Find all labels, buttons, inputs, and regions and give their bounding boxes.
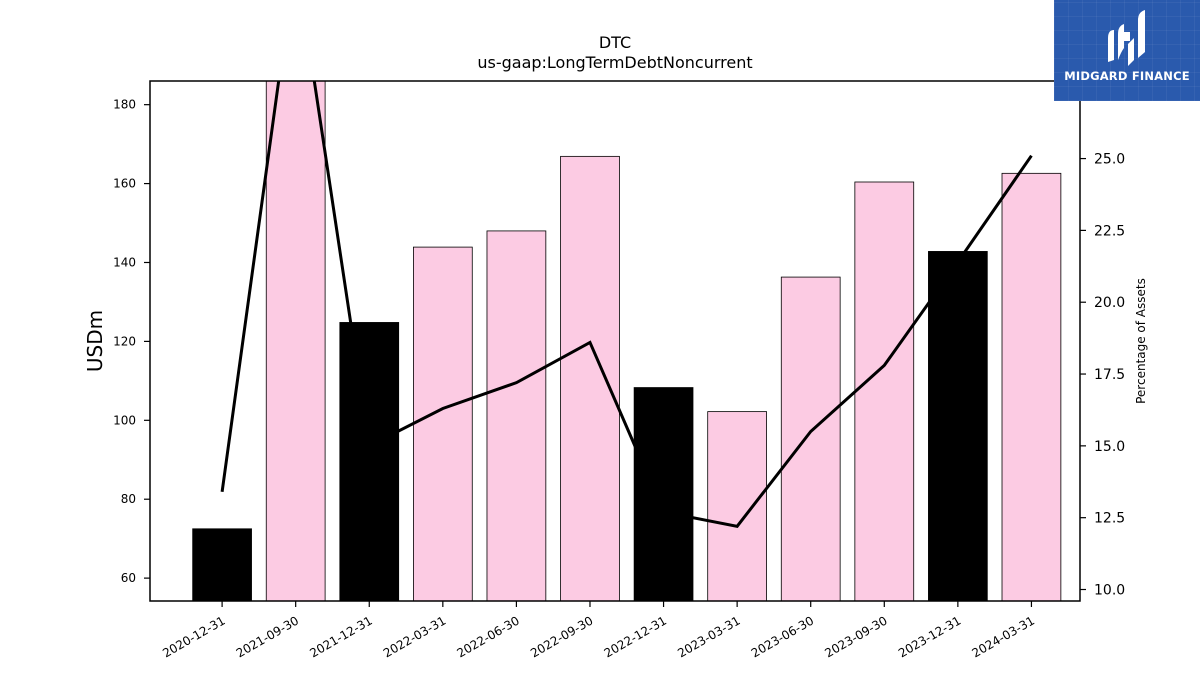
y2-tick-label: 22.5 <box>1094 223 1125 239</box>
x-tick-label: 2022-06-30 <box>455 613 522 660</box>
y-axis: 60 80 100 120 140 160 180 <box>113 98 150 585</box>
y2-tick-label: 25.0 <box>1094 152 1125 168</box>
y-tick-label: 120 <box>113 334 136 348</box>
logo-text: MIDGARD FINANCE <box>1064 69 1190 83</box>
x-tick-label: 2023-06-30 <box>749 613 816 660</box>
bar-2021-09-30 <box>265 81 326 601</box>
bar-series <box>192 81 1062 601</box>
x-axis: 2020-12-31 2021-09-30 2021-12-31 2022-03-31… <box>160 601 1037 660</box>
bar-2023-06-30 <box>780 276 841 601</box>
y-tick-label: 160 <box>113 177 136 191</box>
bar-2023-12-31 <box>928 251 988 601</box>
x-tick-label: 2023-12-31 <box>896 613 963 660</box>
x-tick-label: 2022-09-30 <box>528 613 595 660</box>
bar-2022-03-31 <box>413 246 473 601</box>
chart-title: DTC <box>599 33 631 52</box>
bar-2022-06-30 <box>486 230 547 601</box>
y2-axis-label: Percentage of Assets <box>1134 278 1148 404</box>
bar-2022-09-30 <box>560 155 620 601</box>
bar-2023-09-30 <box>854 181 915 601</box>
x-tick-label: 2022-12-31 <box>602 613 669 660</box>
y2-tick-label: 17.5 <box>1094 367 1125 383</box>
percentage-line <box>220 81 1033 528</box>
logo-mark-icon <box>1108 10 1145 66</box>
midgard-finance-logo: MIDGARD FINANCE <box>1054 0 1200 101</box>
y2-tick-label: 15.0 <box>1094 439 1125 455</box>
bar-2023-03-31 <box>707 411 767 601</box>
bar-2024-03-31 <box>1001 172 1062 601</box>
bar-2020-12-31 <box>192 528 252 601</box>
x-tick-label: 2021-12-31 <box>307 613 374 660</box>
bar-2021-12-31 <box>339 322 400 601</box>
y-tick-label: 60 <box>121 571 136 585</box>
y-tick-label: 180 <box>113 98 136 112</box>
y2-axis: 10.0 12.5 15.0 17.5 20.0 22.5 25.0 <box>1080 152 1125 599</box>
chart-subtitle: us-gaap:LongTermDebtNoncurrent <box>477 53 752 72</box>
y-tick-label: 140 <box>113 255 136 269</box>
y-tick-label: 80 <box>121 492 136 506</box>
x-tick-label: 2020-12-31 <box>160 613 227 660</box>
x-tick-label: 2023-09-30 <box>822 613 889 660</box>
x-tick-label: 2022-03-31 <box>381 613 448 660</box>
y2-tick-label: 12.5 <box>1094 511 1125 527</box>
y-tick-label: 100 <box>113 413 136 427</box>
x-tick-label: 2024-03-31 <box>970 613 1037 660</box>
bar-2022-12-31 <box>633 387 694 601</box>
y2-tick-label: 20.0 <box>1094 295 1125 311</box>
line-series <box>220 81 1033 528</box>
x-tick-label: 2021-09-30 <box>234 613 301 660</box>
y2-tick-label: 10.0 <box>1094 583 1125 599</box>
x-tick-label: 2023-03-31 <box>675 613 742 660</box>
y-axis-label: USDm <box>83 310 107 372</box>
